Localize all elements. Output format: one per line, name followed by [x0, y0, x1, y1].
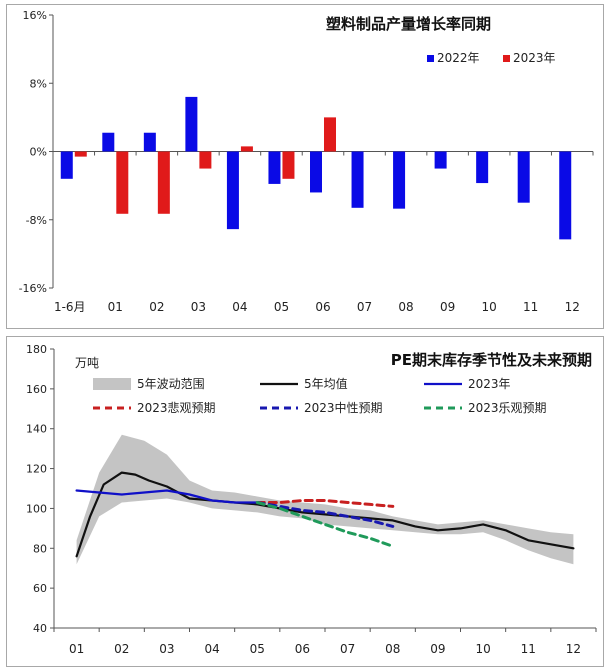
bar-2023年-1-6月	[74, 151, 87, 157]
y-tick-label: 120	[26, 463, 47, 476]
x-tick-label: 11	[523, 300, 538, 314]
chart-title: 塑料制品产量增长率同期	[326, 15, 491, 33]
bar-2023年-05	[282, 151, 295, 179]
bar-2022年-09	[434, 151, 447, 169]
x-tick-label: 03	[159, 642, 174, 656]
y-unit-label: 万吨	[75, 356, 99, 370]
x-tick-label: 08	[398, 300, 413, 314]
y-tick-label: 40	[33, 622, 47, 635]
x-tick-label: 01	[69, 642, 84, 656]
bar-2023年-06	[324, 117, 336, 152]
legend-label-2023年: 2023年	[468, 377, 511, 391]
x-tick-label: 12	[565, 300, 580, 314]
series-line-2023中性预期	[255, 501, 395, 528]
chart-title: PE期末库存季节性及未来预期	[391, 351, 592, 369]
x-tick-label: 02	[114, 642, 129, 656]
y-tick-label: 16%	[23, 9, 47, 22]
x-tick-label: 06	[295, 642, 310, 656]
pe-inventory-chart: 40 60 80 100 120 140 160 180 01 02 03 04 05 06 07 08 09 1…	[26, 343, 597, 656]
range-band	[76, 434, 574, 565]
bar-2022年-04	[226, 151, 239, 230]
pe-inventory-chart-panel: 40 60 80 100 120 140 160 180 01 02 03 04 05 06 07 08 09 1…	[6, 336, 604, 667]
series-line-2023乐观预期	[255, 501, 395, 548]
bar-2023年-01	[116, 151, 129, 214]
x-tick-label: 04	[204, 642, 219, 656]
x-tick-label: 02	[149, 300, 164, 314]
bar-2022年-12	[559, 151, 572, 240]
bar-2023年-02	[157, 151, 170, 214]
y-tick-label: 180	[26, 343, 47, 356]
x-tick-label: 06	[315, 300, 330, 314]
x-tick-label: 05	[274, 300, 289, 314]
legend-label-2023乐观预期: 2023乐观预期	[468, 401, 547, 415]
x-tick-label: 05	[250, 642, 265, 656]
bar-2022年-07	[351, 151, 364, 208]
y-tick-label: 100	[26, 502, 47, 515]
x-tick-label: 1-6月	[54, 300, 86, 314]
y-tick-label: 140	[26, 423, 47, 436]
y-tick-label: 0%	[30, 146, 47, 159]
bar-2022年-03	[185, 96, 198, 152]
series-line-5年均值	[75, 471, 575, 558]
x-tick-label: 04	[232, 300, 247, 314]
x-tick-label: 01	[108, 300, 123, 314]
legend-label-2023悲观预期: 2023悲观预期	[137, 400, 216, 415]
growth-rate-chart: 16% 8% 0% -8% -16% 1-6月 01 02 03 04 05 06 07 08 09 10 11…	[19, 9, 594, 314]
x-tick-label: 12	[566, 642, 581, 656]
bar-2022年-02	[143, 132, 156, 152]
x-tick-label: 10	[482, 300, 497, 314]
x-tick-label: 08	[385, 642, 400, 656]
x-tick-label: 11	[521, 642, 536, 656]
y-tick-label: 80	[33, 542, 47, 555]
y-tick-label: 8%	[30, 77, 47, 90]
bar-2023年-04	[240, 146, 253, 152]
series-line-2023年	[75, 489, 259, 504]
bar-2023年-03	[199, 151, 212, 169]
x-tick-label: 07	[357, 300, 372, 314]
x-tick-label: 07	[340, 642, 355, 656]
legend-label-2023年: 2023年	[513, 51, 556, 65]
legend-label-5年均值: 5年均值	[304, 376, 348, 391]
x-tick-label: 09	[430, 642, 445, 656]
bar-2022年-01	[102, 132, 115, 152]
bar-2022年-1-6月	[60, 151, 73, 179]
legend-label-2022年: 2022年	[437, 51, 480, 65]
legend-swatch-2022年	[427, 55, 434, 62]
bar-2022年-11	[517, 151, 530, 203]
legend-swatch-2023年	[503, 55, 510, 62]
y-tick-label: 60	[33, 582, 47, 595]
bar-2022年-05	[268, 151, 281, 184]
legend-swatch-5年波动范围	[93, 378, 131, 390]
series-line-2023悲观预期	[255, 499, 395, 508]
y-tick-label: -16%	[19, 282, 47, 295]
x-tick-label: 03	[191, 300, 206, 314]
x-tick-label: 10	[475, 642, 490, 656]
y-tick-label: 160	[26, 383, 47, 396]
bar-2022年-06	[310, 151, 322, 193]
growth-rate-chart-panel: 16% 8% 0% -8% -16% 1-6月 01 02 03 04 05 06 07 08 09 10 11…	[6, 4, 604, 329]
legend-label-2023中性预期: 2023中性预期	[304, 400, 383, 415]
bar-2022年-08	[393, 151, 406, 209]
x-tick-label: 09	[440, 300, 455, 314]
y-tick-label: -8%	[26, 214, 47, 227]
legend-label-5年波动范围: 5年波动范围	[137, 377, 205, 391]
bar-2022年-10	[476, 151, 489, 184]
